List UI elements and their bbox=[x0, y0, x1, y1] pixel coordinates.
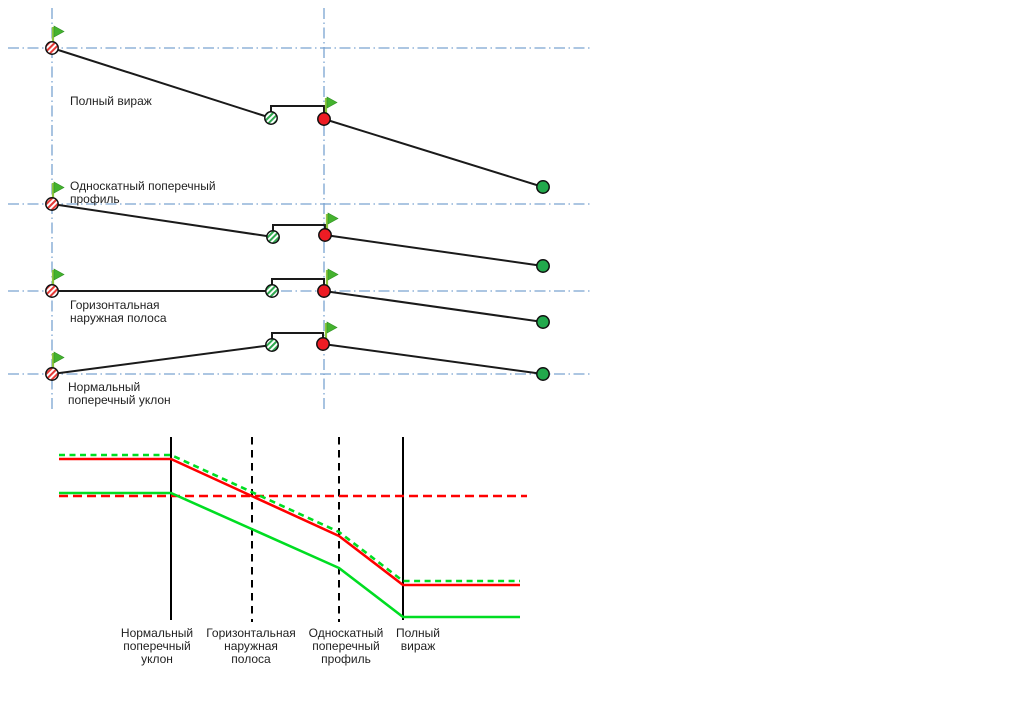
stage-label: Односкатный поперечный профиль bbox=[309, 626, 384, 666]
stage-label: Горизонтальная наружная полоса bbox=[206, 626, 296, 666]
marker-hatched-red bbox=[45, 41, 59, 55]
marker-hatched-green bbox=[265, 284, 279, 298]
chart-line-red-solid-outer-edge bbox=[59, 457, 520, 587]
marker-hatched-green bbox=[264, 111, 278, 125]
marker-solid-red bbox=[317, 284, 331, 298]
stage-label: Полный вираж bbox=[396, 626, 440, 653]
marker-solid-green bbox=[536, 259, 550, 273]
marker-solid-red bbox=[316, 337, 330, 351]
marker-hatched-red bbox=[45, 367, 59, 381]
flag-icon bbox=[51, 268, 65, 286]
profile-single-slope-profile: Односкатный поперечный профиль bbox=[45, 179, 550, 273]
flag-pennant bbox=[326, 96, 338, 109]
profile-horizontal-outer-lane: Горизонтальная наружная полоса bbox=[45, 268, 550, 329]
marker-hatched-green bbox=[265, 338, 279, 352]
stage-label: Нормальный поперечный уклон bbox=[121, 626, 193, 666]
flag-pennant bbox=[53, 25, 65, 38]
chart-line-green-dashed-outer-edge-design bbox=[59, 453, 520, 583]
marker-solid-green bbox=[536, 180, 550, 194]
flag-pennant bbox=[53, 268, 65, 281]
marker-hatched-green bbox=[266, 230, 280, 244]
chart-line-green-solid-inner-edge bbox=[59, 491, 520, 619]
profile-label: Горизонтальная наружная полоса bbox=[70, 298, 167, 325]
flag-pennant bbox=[53, 351, 65, 364]
profile-label: Односкатный поперечный профиль bbox=[70, 179, 216, 206]
profile-full-superelevation: Полный вираж bbox=[45, 25, 550, 194]
flag-icon bbox=[325, 268, 339, 286]
marker-solid-green bbox=[536, 367, 550, 381]
road-surface-line bbox=[51, 47, 544, 188]
road-surface-line bbox=[51, 332, 544, 375]
flag-icon bbox=[325, 212, 339, 230]
profile-normal-crossfall: Нормальный поперечный уклон bbox=[45, 321, 550, 407]
marker-hatched-red bbox=[45, 284, 59, 298]
marker-solid-red bbox=[318, 228, 332, 242]
flag-icon bbox=[324, 96, 338, 114]
flag-icon bbox=[51, 25, 65, 43]
flag-pennant bbox=[327, 268, 339, 281]
superelevation-transition-chart: Нормальный поперечный уклон Горизонтальная н… bbox=[59, 437, 527, 666]
road-surface-line bbox=[51, 203, 544, 267]
marker-solid-red bbox=[317, 112, 331, 126]
flag-pennant bbox=[326, 321, 338, 334]
flag-pennant bbox=[327, 212, 339, 225]
profile-label: Полный вираж bbox=[70, 94, 152, 108]
road-surface-line bbox=[52, 278, 544, 323]
flag-pennant bbox=[53, 181, 65, 194]
flag-icon bbox=[51, 181, 65, 199]
marker-hatched-red bbox=[45, 197, 59, 211]
marker-solid-green bbox=[536, 315, 550, 329]
flag-icon bbox=[324, 321, 338, 339]
profile-label: Нормальный поперечный уклон bbox=[68, 380, 171, 407]
flag-icon bbox=[51, 351, 65, 369]
